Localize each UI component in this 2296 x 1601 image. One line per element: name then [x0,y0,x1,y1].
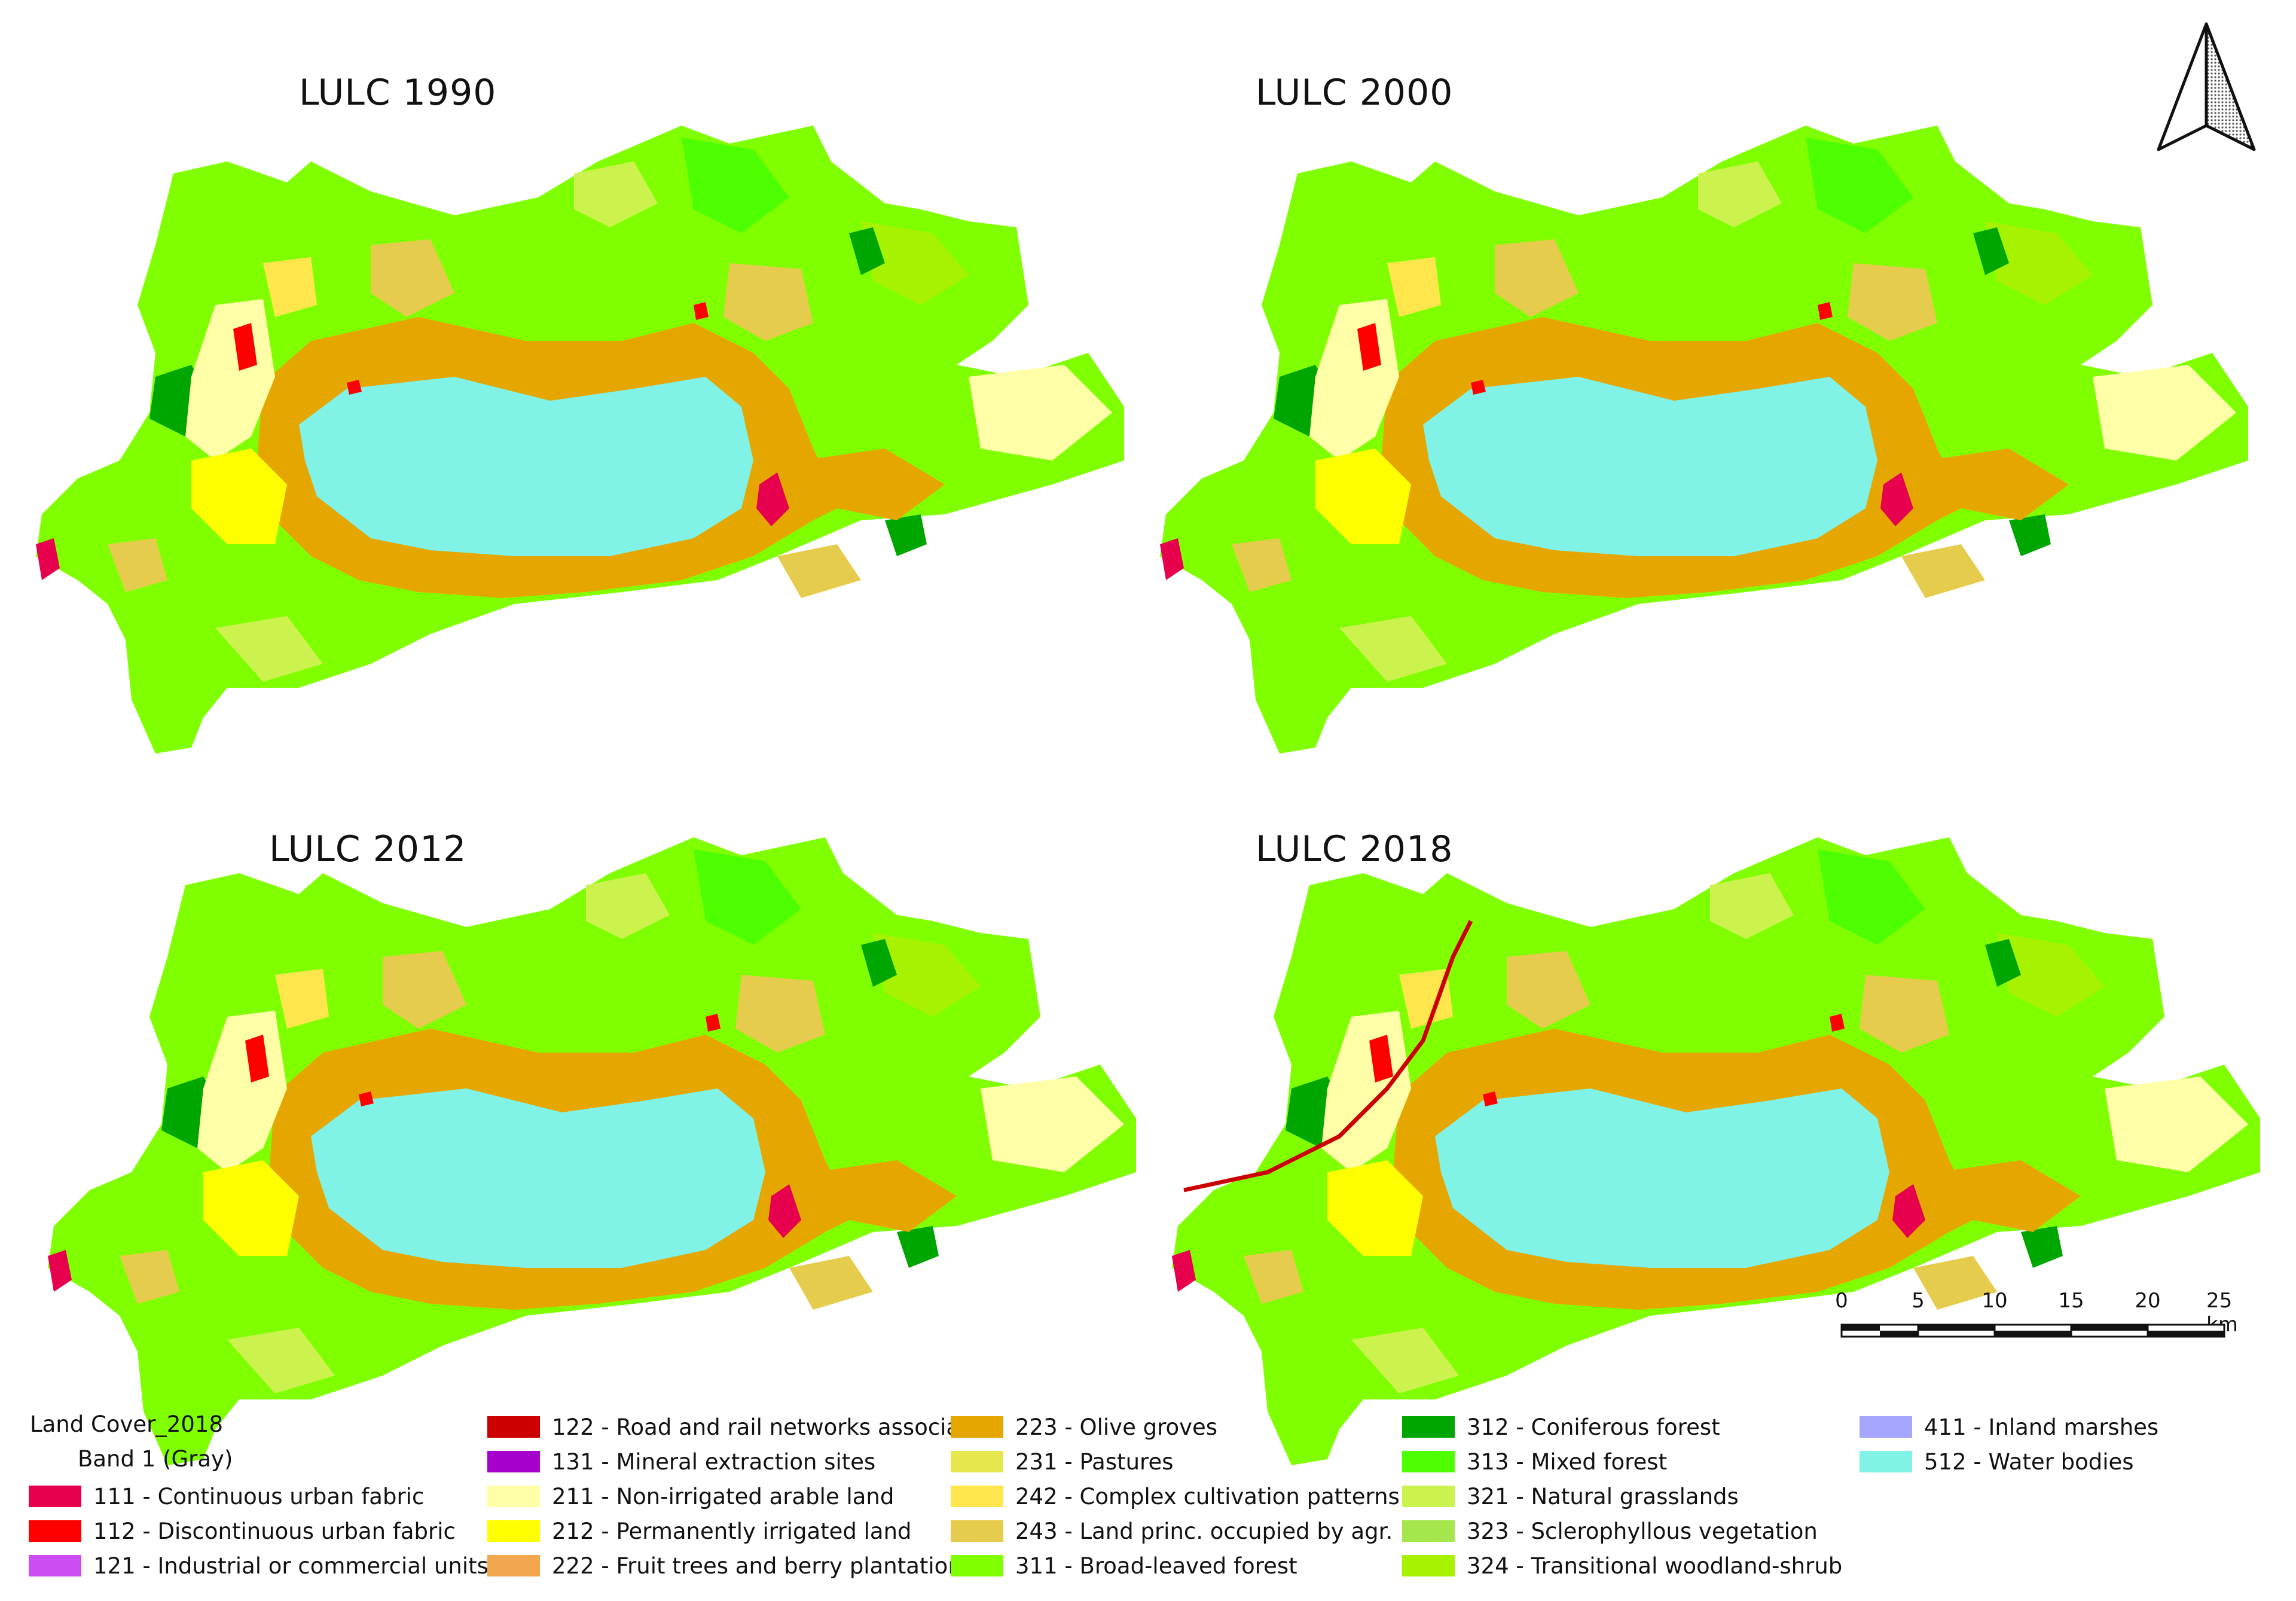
scale-tick-5: 5 [1912,1289,1925,1313]
scale-bar-graphic [1840,1324,2225,1338]
map-title-2000: LULC 2000 [1256,72,1454,114]
scale-tick-10: 10 [1981,1289,2008,1313]
north-arrow-icon [2157,22,2256,151]
scale-tick-15: 15 [2058,1289,2084,1313]
scale-tick-20: 20 [2135,1289,2161,1313]
map-panel-2018 [1172,837,2260,1465]
map-title-2012: LULC 2012 [269,828,467,870]
map-title-2018: LULC 2018 [1256,828,1454,870]
map-panel-2000 [1160,126,2248,754]
scale-tick-0: 0 [1835,1289,1848,1313]
map-title-1990: LULC 1990 [299,72,497,114]
road-network-line [1183,920,1473,1193]
map-panel-1990 [36,126,1124,754]
map-panel-2012 [48,837,1136,1465]
